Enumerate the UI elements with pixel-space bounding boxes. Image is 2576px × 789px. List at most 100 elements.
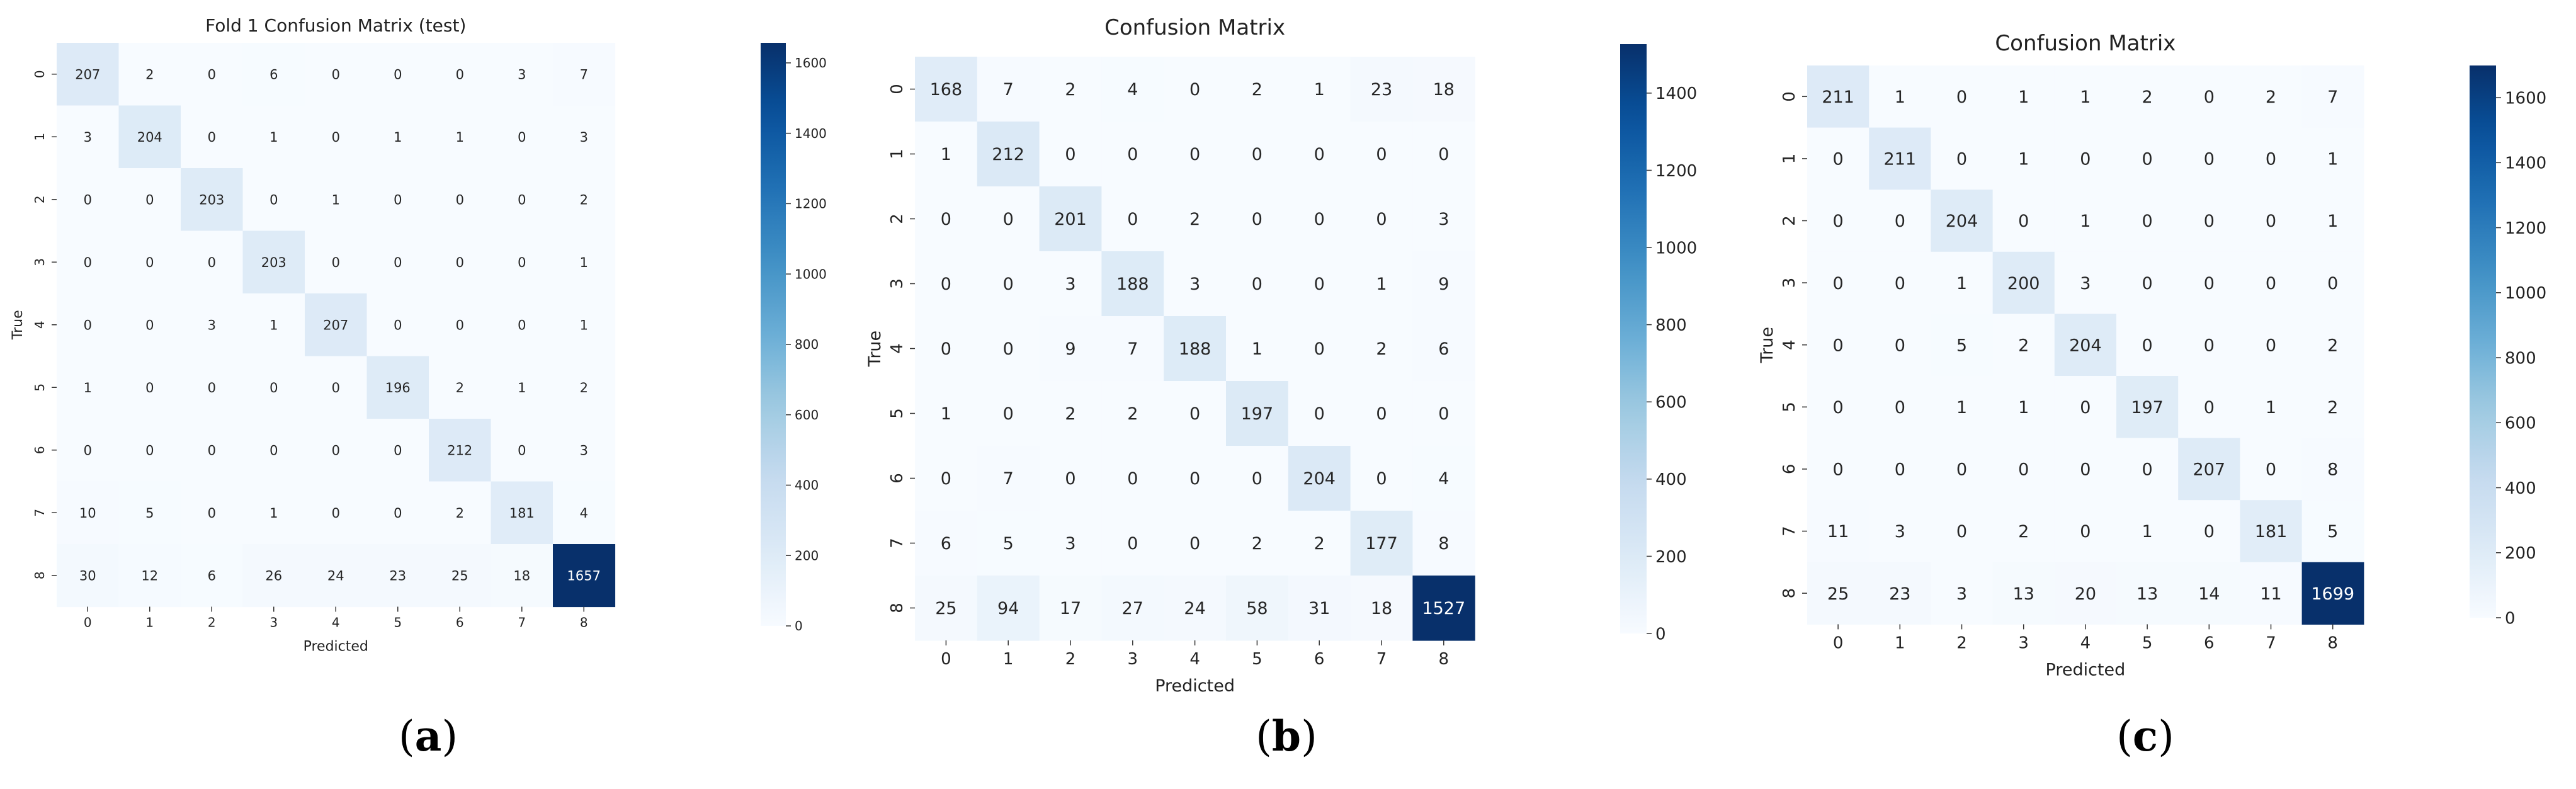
x-tick-label: 7 xyxy=(1376,650,1387,669)
cell-value-label: 94 xyxy=(997,599,1019,618)
cell-value-label: 1 xyxy=(270,317,278,332)
x-tick-label: 8 xyxy=(1439,650,1450,669)
cell-value-label: 0 xyxy=(270,443,278,458)
heatmap-cell xyxy=(553,544,616,608)
cell-value-label: 1 xyxy=(270,506,278,521)
x-axis-label: Predicted xyxy=(304,639,368,655)
heatmap-cell xyxy=(1350,316,1413,382)
cell-value-label: 2 xyxy=(456,506,464,521)
colorbar-tick-label: 600 xyxy=(1655,394,1687,412)
heatmap-cell xyxy=(2301,314,2364,377)
heatmap-cell xyxy=(1288,511,1351,576)
cell-value-label: 0 xyxy=(1833,150,1844,169)
cell-value-label: 0 xyxy=(2142,336,2153,355)
cell-value-label: 0 xyxy=(1833,212,1844,231)
heatmap-cell xyxy=(1807,190,1870,253)
heatmap-cell xyxy=(915,446,978,511)
heatmap-cell xyxy=(429,356,492,419)
heatmap-cell xyxy=(915,57,978,122)
heatmap-cell xyxy=(2178,127,2240,190)
heatmap-cell xyxy=(1101,251,1164,317)
heatmap-cell xyxy=(181,356,244,419)
y-tick-label: 8 xyxy=(1780,588,1799,599)
colorbar-tick-label: 600 xyxy=(2505,414,2536,433)
cell-value-label: 1 xyxy=(941,145,951,164)
heatmap-cell xyxy=(1412,57,1475,122)
cell-value-label: 0 xyxy=(2204,398,2215,417)
cell-value-label: 0 xyxy=(518,255,526,270)
cell-value-label: 0 xyxy=(518,192,526,207)
heatmap-cell xyxy=(491,293,553,357)
cell-value-label: 9 xyxy=(1065,339,1075,359)
cell-value-label: 0 xyxy=(1252,210,1262,229)
heatmap-cell xyxy=(1164,122,1227,187)
heatmap-cell xyxy=(1288,576,1351,641)
heatmap-cell xyxy=(1931,376,1994,439)
heatmap-cell xyxy=(118,105,181,169)
cell-value-label: 0 xyxy=(1956,460,1967,480)
cell-value-label: 0 xyxy=(332,130,340,145)
heatmap-cell xyxy=(977,576,1040,641)
heatmap-cell xyxy=(1992,190,2055,253)
cell-value-label: 1 xyxy=(1252,339,1262,359)
x-tick-label: 1 xyxy=(145,615,154,630)
cell-value-label: 0 xyxy=(208,380,216,395)
heatmap-cell xyxy=(553,230,616,294)
heatmap-cell xyxy=(915,251,978,317)
cell-value-label: 6 xyxy=(941,534,951,553)
heatmap-cell xyxy=(242,419,305,482)
cell-value-label: 2 xyxy=(2266,88,2276,107)
heatmap-cell xyxy=(915,186,978,252)
heatmap-cell xyxy=(429,105,492,169)
cell-value-label: 204 xyxy=(137,130,162,145)
heatmap-cell xyxy=(1164,381,1227,446)
caption-b: (b) xyxy=(1256,712,1317,761)
colorbar xyxy=(2470,65,2496,618)
heatmap-cell xyxy=(242,293,305,357)
cell-value-label: 0 xyxy=(1189,80,1200,99)
x-tick-label: 6 xyxy=(1314,650,1325,669)
heatmap-cell xyxy=(1101,511,1164,576)
cell-value-label: 2 xyxy=(456,380,464,395)
heatmap-cell xyxy=(305,43,368,106)
heatmap-cell xyxy=(915,511,978,576)
colorbar-tick-label: 1400 xyxy=(795,126,827,141)
heatmap-cell xyxy=(57,356,120,419)
heatmap-cell xyxy=(1164,576,1227,641)
cell-value-label: 0 xyxy=(145,317,154,332)
cell-value-label: 0 xyxy=(2018,212,2029,231)
colorbar xyxy=(761,43,786,626)
cell-value-label: 0 xyxy=(1252,145,1262,164)
cell-value-label: 1 xyxy=(2327,150,2338,169)
cell-value-label: 0 xyxy=(1895,460,1905,480)
heatmap-cell xyxy=(181,168,244,232)
cell-value-label: 0 xyxy=(2142,274,2153,293)
heatmap-cell xyxy=(181,43,244,106)
cell-value-label: 6 xyxy=(1438,339,1449,359)
heatmap-cell xyxy=(977,57,1040,122)
heatmap-cell xyxy=(1101,576,1164,641)
cell-value-label: 2 xyxy=(580,380,588,395)
cell-value-label: 0 xyxy=(1895,212,1905,231)
heatmap-cell xyxy=(2178,500,2240,563)
heatmap-cell xyxy=(1807,314,1870,377)
y-tick-label: 4 xyxy=(32,321,47,329)
cell-value-label: 0 xyxy=(1127,145,1138,164)
cell-value-label: 0 xyxy=(1895,398,1905,417)
heatmap-cell xyxy=(57,105,120,169)
y-tick-label: 4 xyxy=(888,343,907,354)
cell-value-label: 0 xyxy=(1003,339,1014,359)
heatmap-cell xyxy=(491,544,553,608)
cell-value-label: 203 xyxy=(261,255,287,270)
cell-value-label: 1 xyxy=(2266,398,2276,417)
x-tick-label: 0 xyxy=(1833,633,1844,652)
cell-value-label: 6 xyxy=(270,67,278,82)
heatmap-cell xyxy=(2301,376,2364,439)
cell-value-label: 204 xyxy=(2069,336,2102,355)
cell-value-label: 2 xyxy=(1252,80,1262,99)
cell-value-label: 18 xyxy=(513,568,530,583)
colorbar-tick-label: 0 xyxy=(1655,625,1666,644)
cell-value-label: 3 xyxy=(580,443,588,458)
heatmap-cell xyxy=(2178,438,2240,501)
heatmap-cell xyxy=(366,544,429,608)
